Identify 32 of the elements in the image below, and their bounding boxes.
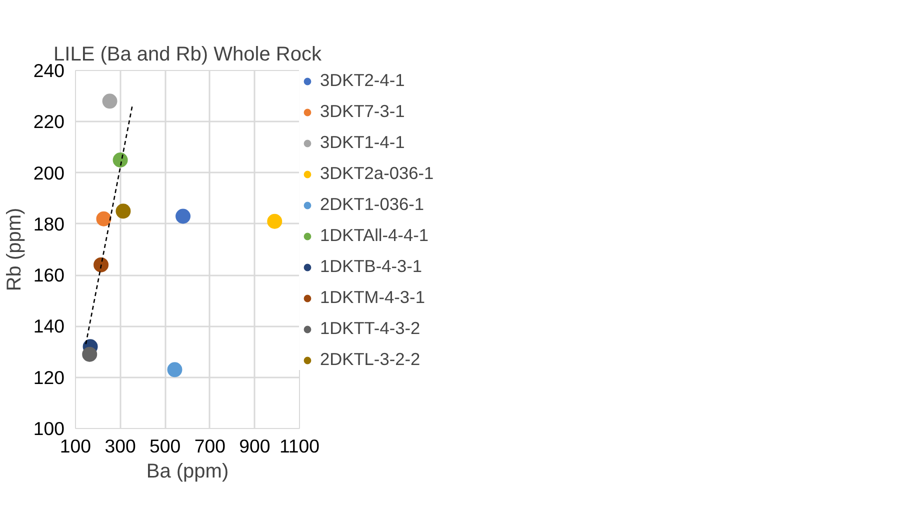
y-tick-label: 140 [33,316,65,337]
y-axis-title: Rb (ppm) [3,208,26,292]
legend-label: 1DKTB-4-3-1 [320,256,422,277]
point [82,346,98,362]
legend-label: 3DKT7-3-1 [320,101,405,122]
legend-label: 1DKTM-4-3-1 [320,287,425,308]
point [96,211,112,226]
x-tick-label: 1100 [279,436,320,456]
x-tick-label: 700 [194,436,226,456]
legend-label: 2DKT1-036-1 [320,194,424,215]
point [102,94,118,109]
legend-label: 1DKTAll-4-4-1 [320,225,428,246]
legend-label: 3DKT2-4-1 [320,70,405,91]
point [167,362,182,378]
x-axis-title: Ba (ppm) [146,460,229,482]
legend-label: 3DKT2a-036-1 [320,163,434,184]
y-tick-label: 200 [33,162,65,184]
y-tick-label: 120 [33,366,65,388]
x-tick-label: 900 [239,436,270,456]
y-tick-label: 180 [33,213,65,234]
point [116,204,131,219]
point [94,257,109,272]
point [267,214,282,229]
legend-label: 1DKTT-4-3-2 [320,318,420,339]
point [112,152,128,168]
x-tick-label: 300 [104,436,136,456]
legend-label: 3DKT1-4-1 [320,132,405,153]
y-tick-label: 220 [33,111,65,132]
y-tick-label: 160 [33,264,65,286]
x-tick-label: 500 [150,436,181,456]
point [176,208,191,224]
legend-label: 2DKTL-3-2-2 [320,349,420,370]
